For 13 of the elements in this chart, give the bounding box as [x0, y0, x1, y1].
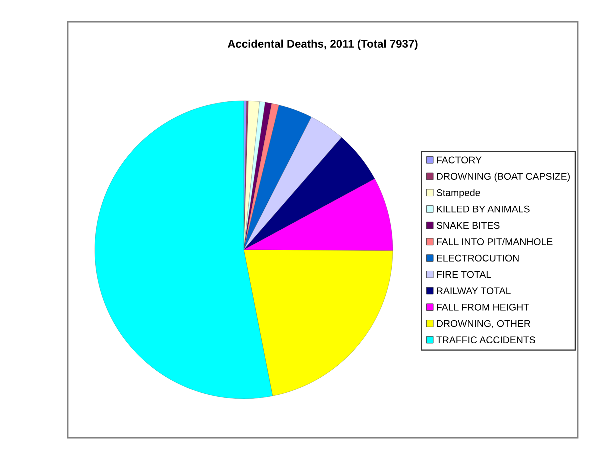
- legend-label: DROWNING (BOAT CAPSIZE): [437, 172, 570, 182]
- legend-label: KILLED BY ANIMALS: [437, 206, 530, 213]
- chart-title: Accidental Deaths, 2011 (Total 7937): [228, 40, 418, 50]
- legend-label: FACTORY: [437, 156, 482, 164]
- legend-label: FALL FROM HEIGHT: [437, 304, 530, 311]
- legend-label: RAILWAY TOTAL: [437, 288, 511, 294]
- legend-label: SNAKE BITES: [436, 222, 500, 230]
- legend-label: FALL INTO PIT/MANHOLE: [437, 238, 553, 246]
- legend-label: Stampede: [436, 189, 480, 198]
- legend-label: FIRE TOTAL: [437, 271, 492, 278]
- legend-label: DROWNING, OTHER: [437, 320, 531, 328]
- legend-label: TRAFFIC ACCIDENTS: [436, 336, 536, 344]
- legend-label: ELECTROCUTION: [437, 254, 519, 262]
